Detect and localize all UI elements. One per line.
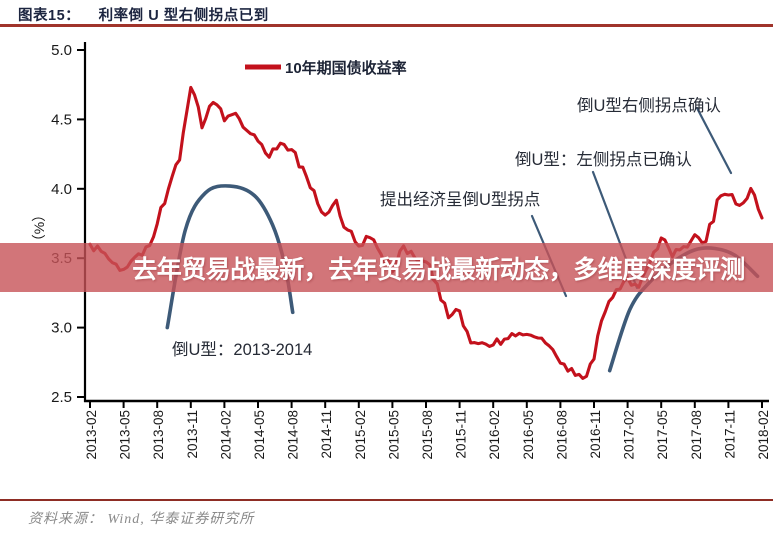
x-tick-label: 2014-08: [286, 410, 301, 460]
figure-header: 图表15： 利率倒 U 型右侧拐点已到: [18, 4, 269, 25]
figure-number: 图表15：: [18, 8, 81, 24]
y-tick-label: 5.0: [51, 42, 72, 59]
left-inflection-label: 倒U型：左侧拐点已确认: [515, 150, 692, 169]
x-tick-label: 2016-02: [487, 410, 502, 460]
x-tick-label: 2016-11: [588, 410, 603, 459]
x-tick-label: 2013-05: [118, 410, 133, 460]
x-tick-label: 2017-11: [722, 410, 737, 459]
y-tick-label: 4.5: [51, 111, 72, 128]
header-rule: [0, 24, 773, 27]
inverted-u-2013-2014-label: 倒U型：2013-2014: [172, 340, 312, 359]
legend-label: 10年期国债收益率: [285, 59, 407, 77]
x-tick-label: 2016-05: [521, 410, 536, 460]
x-tick-label: 2013-02: [84, 410, 99, 460]
x-tick-label: 2015-02: [353, 410, 368, 460]
x-tick-label: 2017-05: [655, 410, 670, 460]
x-tick-label: 2014-05: [252, 410, 267, 460]
footer-rule: [0, 499, 773, 501]
x-tick-label: 2015-11: [454, 410, 469, 459]
x-tick-label: 2014-02: [218, 410, 233, 460]
x-tick-label: 2015-05: [386, 410, 401, 460]
figure-title: 利率倒 U 型右侧拐点已到: [98, 8, 269, 24]
x-tick-label: 2017-08: [689, 410, 704, 460]
yield-series-line: [88, 85, 764, 380]
x-tick-label: 2017-02: [622, 410, 637, 460]
source-note: 资料来源： Wind, 华泰证券研究所: [28, 512, 255, 527]
x-tick-label: 2013-11: [185, 410, 200, 459]
y-axis-unit-label: （%）: [31, 208, 47, 248]
y-tick-label: 2.5: [51, 389, 72, 406]
overlay-banner: 去年贸易战最新，去年贸易战最新动态，多维度深度评测: [0, 243, 773, 292]
x-tick-label: 2013-08: [151, 410, 166, 460]
x-tick-label: 2015-08: [420, 410, 435, 460]
y-tick-label: 3.0: [51, 320, 72, 337]
overlay-banner-text: 去年贸易战最新，去年贸易战最新动态，多维度深度评测: [132, 255, 745, 284]
x-tick-label: 2016-08: [554, 410, 569, 460]
x-tick-label: 2018-02: [756, 410, 771, 460]
inverted-u-proposed-label: 提出经济呈倒U型拐点: [380, 190, 540, 209]
x-tick-label: 2014-11: [319, 410, 334, 459]
y-tick-label: 4.0: [51, 181, 72, 198]
right-inflection-label: 倒U型右侧拐点确认: [577, 96, 721, 115]
right-inflection-pointer: [695, 106, 733, 175]
